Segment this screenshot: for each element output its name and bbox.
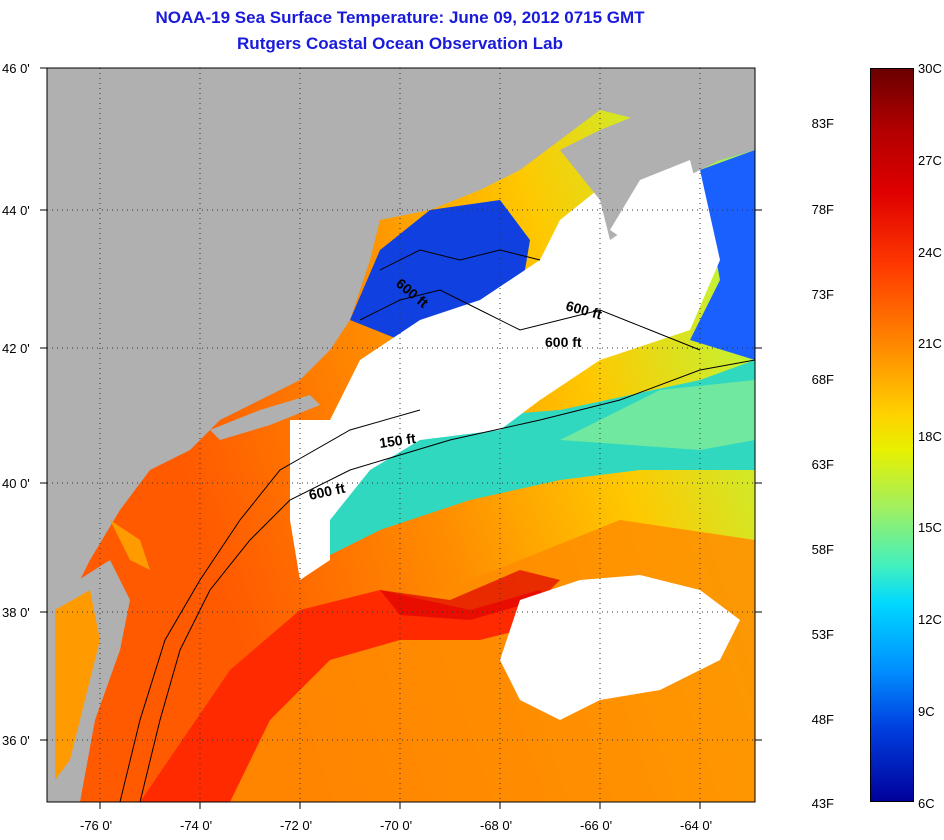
contour-label: 600 ft <box>307 480 346 503</box>
cloud-cover <box>300 150 720 560</box>
lat-label: 44 0' <box>2 203 30 218</box>
lon-label: -68 0' <box>480 818 513 833</box>
lon-label: -72 0' <box>280 818 313 833</box>
lon-label: -66 0' <box>580 818 613 833</box>
celsius-label: 12C <box>918 612 942 627</box>
lon-label: -76 0' <box>80 818 113 833</box>
celsius-label: 15C <box>918 520 942 535</box>
lon-label: -70 0' <box>380 818 413 833</box>
lat-label: 36 0' <box>2 733 30 748</box>
colorbar-gradient <box>870 68 914 802</box>
fahrenheit-label: 63F <box>811 457 834 472</box>
celsius-label: 9C <box>918 704 935 719</box>
lon-label: -74 0' <box>180 818 213 833</box>
fahrenheit-label: 58F <box>811 542 834 557</box>
map-subtitle: Rutgers Coastal Ocean Observation Lab <box>237 34 563 53</box>
fahrenheit-label: 68F <box>811 372 834 387</box>
celsius-label: 27C <box>918 153 942 168</box>
gulf-stream <box>140 590 560 802</box>
fahrenheit-label: 73F <box>811 287 834 302</box>
celsius-label: 24C <box>918 245 942 260</box>
lat-label: 46 0' <box>2 61 30 76</box>
temperature-colorbar: 30C 27C 24C 21C 18C 15C 12C 9C 6C 83F 78… <box>812 61 942 811</box>
bathymetry-contours <box>119 249 755 802</box>
long-island <box>210 395 320 440</box>
fahrenheit-label: 43F <box>811 796 834 811</box>
celsius-label: 6C <box>918 796 935 811</box>
map-title: NOAA-19 Sea Surface Temperature: June 09… <box>155 8 645 27</box>
graticule <box>47 68 755 802</box>
celsius-label: 18C <box>918 429 942 444</box>
lon-label: -64 0' <box>680 818 713 833</box>
fahrenheit-label: 53F <box>811 627 834 642</box>
contour-label: 150 ft <box>378 430 417 451</box>
fahrenheit-label: 48F <box>811 712 834 727</box>
fahrenheit-label: 83F <box>811 116 834 131</box>
celsius-label: 21C <box>918 336 942 351</box>
celsius-label: 30C <box>918 61 942 76</box>
contour-label: 600 ft <box>545 334 582 350</box>
plot-frame <box>46 67 756 803</box>
lat-label: 38 0' <box>2 605 30 620</box>
fahrenheit-label: 78F <box>811 202 834 217</box>
lat-label: 40 0' <box>2 476 30 491</box>
land-mass <box>47 68 755 740</box>
lat-label: 42 0' <box>2 341 30 356</box>
axis-ticks <box>40 67 762 809</box>
